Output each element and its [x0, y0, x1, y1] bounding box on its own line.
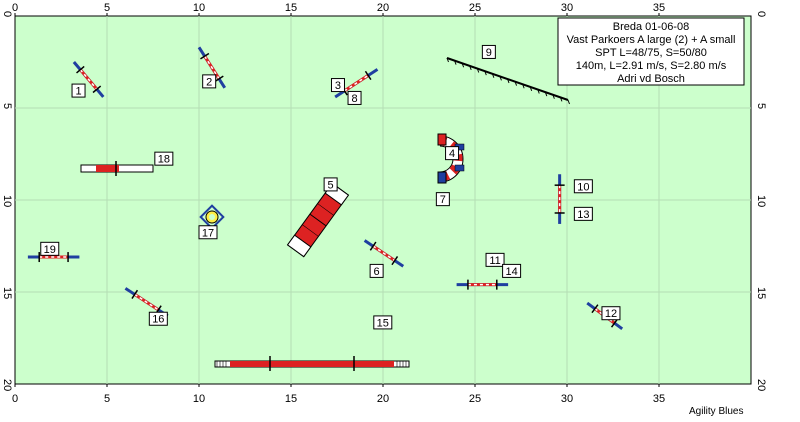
number-label-12: 12: [601, 306, 621, 321]
y-tick-left-0: 0: [1, 11, 13, 17]
number-label-17: 17: [198, 225, 218, 240]
svg-text:17: 17: [202, 227, 214, 239]
number-label-4: 4: [445, 146, 460, 161]
x-tick-bottom-10: 10: [193, 393, 205, 405]
wall-9: [446, 57, 570, 105]
number-label-18: 18: [154, 151, 174, 166]
footer-credit: Agility Blues: [689, 406, 744, 417]
wall-ticks: [446, 57, 570, 105]
x-tick-bottom-20: 20: [377, 393, 389, 405]
info-line-2: Vast Parkoers A large (2) + A small: [567, 34, 736, 46]
obstacles: [27, 46, 624, 371]
jump-9: [27, 252, 80, 263]
y-tick-right-0: 0: [755, 11, 767, 17]
y-tick-right-5: 5: [755, 103, 767, 109]
x-tick-bottom-5: 5: [104, 393, 110, 405]
number-label-2: 2: [202, 74, 217, 89]
x-tick-top-20: 20: [377, 2, 389, 14]
y-tick-right-20: 20: [755, 379, 767, 391]
number-label-5: 5: [323, 177, 338, 192]
svg-text:7: 7: [440, 194, 446, 206]
x-tick-top-15: 15: [285, 2, 297, 14]
y-tick-left-15: 15: [1, 287, 13, 299]
svg-text:13: 13: [577, 209, 589, 221]
jump-1: [72, 61, 105, 98]
number-label-8: 8: [347, 90, 362, 105]
svg-text:18: 18: [158, 154, 170, 166]
y-tick-right-15: 15: [755, 287, 767, 299]
svg-text:14: 14: [505, 266, 517, 278]
x-tick-top-25: 25: [469, 2, 481, 14]
x-tick-top-5: 5: [104, 2, 110, 14]
svg-text:8: 8: [351, 93, 357, 105]
x-tick-bottom-30: 30: [561, 393, 573, 405]
dog-walk-hatching: [216, 361, 407, 367]
spread-jump-18: [80, 161, 154, 176]
info-line-4: 140m, L=2.91 m/s, S=2.80 m/s: [576, 60, 727, 72]
svg-text:6: 6: [374, 266, 380, 278]
x-tick-top-30: 30: [561, 2, 573, 14]
grid-lines: [15, 16, 751, 384]
y-tick-left-5: 5: [1, 103, 13, 109]
number-label-15: 15: [373, 315, 393, 330]
svg-text:19: 19: [44, 244, 56, 256]
number-label-7: 7: [435, 192, 450, 207]
dog-walk-15: [214, 356, 410, 371]
y-tick-left-20: 20: [1, 379, 13, 391]
number-label-11: 11: [485, 252, 505, 267]
svg-text:9: 9: [486, 47, 492, 59]
number-label-10: 10: [573, 179, 593, 194]
x-tick-top-35: 35: [653, 2, 665, 14]
x-tick-bottom-35: 35: [653, 393, 665, 405]
number-label-19: 19: [40, 241, 60, 256]
number-label-13: 13: [573, 206, 593, 221]
tyre-17: [199, 204, 225, 230]
svg-text:4: 4: [449, 148, 455, 160]
jump-6: [456, 279, 509, 290]
svg-text:11: 11: [489, 255, 500, 267]
svg-text:2: 2: [206, 76, 212, 88]
svg-text:16: 16: [152, 314, 164, 326]
number-label-1: 1: [71, 83, 86, 98]
info-line-5: Adri vd Bosch: [617, 73, 685, 85]
number-label-9: 9: [481, 44, 496, 59]
info-box: Breda 01-06-08 Vast Parkoers A large (2)…: [557, 17, 745, 86]
x-tick-top-10: 10: [193, 2, 205, 14]
svg-text:15: 15: [377, 317, 389, 329]
svg-text:1: 1: [75, 86, 81, 98]
y-tick-right-10: 10: [755, 195, 767, 207]
jump-5: [554, 174, 565, 224]
svg-text:10: 10: [577, 181, 589, 193]
info-line-1: Breda 01-06-08: [613, 21, 689, 33]
jump-4: [363, 239, 405, 268]
y-tick-left-10: 10: [1, 195, 13, 207]
number-label-14: 14: [502, 263, 522, 278]
x-tick-bottom-0: 0: [12, 393, 18, 405]
info-line-3: SPT L=48/75, S=50/80: [595, 47, 707, 59]
number-label-6: 6: [369, 263, 384, 278]
x-tick-top-0: 0: [12, 2, 18, 14]
svg-text:5: 5: [328, 179, 334, 191]
number-label-3: 3: [330, 78, 345, 93]
jump-2: [197, 46, 227, 89]
svg-text:12: 12: [605, 308, 617, 320]
svg-text:3: 3: [335, 80, 341, 92]
number-label-16: 16: [148, 311, 168, 326]
x-tick-bottom-25: 25: [469, 393, 481, 405]
x-tick-bottom-15: 15: [285, 393, 297, 405]
